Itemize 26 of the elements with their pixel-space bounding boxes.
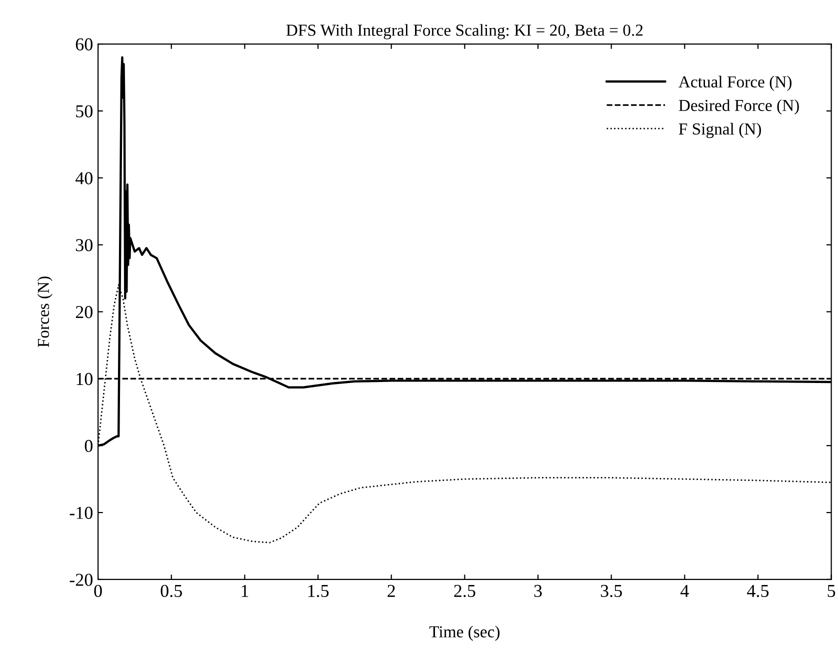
chart-title: DFS With Integral Force Scaling: KI = 20, Beta = 0.2 [286, 24, 643, 40]
y-tick-label: 20 [76, 306, 92, 318]
y-tick-label: 40 [75, 172, 92, 184]
x-tick-label: 0.5 [160, 584, 182, 598]
legend-label: F Signal (N) [678, 122, 761, 138]
legend-label: Desired Force (N) [678, 99, 799, 114]
y-tick-label: 30 [76, 239, 92, 252]
y-tick-label: -10 [70, 506, 92, 519]
y-tick-label: -20 [70, 574, 92, 586]
legend-label: Actual Force (N) [678, 76, 792, 91]
x-axis-title: Time (sec) [429, 626, 500, 641]
x-tick-label: 2 [388, 584, 395, 597]
y-axis-title: Forces (N) [37, 276, 52, 348]
y-tick-label: 0 [84, 440, 92, 452]
x-tick-label: 2.5 [454, 584, 476, 598]
x-tick-label: 5 [828, 585, 836, 598]
x-tick-label: 0 [94, 584, 102, 598]
y-tick-label: 10 [76, 372, 92, 386]
x-tick-label: 1 [242, 584, 248, 597]
x-tick-label: 3.5 [600, 584, 622, 598]
y-tick-label: 50 [76, 105, 92, 118]
x-tick-label: 3 [534, 584, 542, 598]
x-tick-label: 4.5 [747, 584, 769, 598]
x-tick-label: 4 [680, 584, 689, 597]
y-tick-label: 60 [76, 38, 92, 50]
x-tick-label: 1.5 [308, 584, 329, 598]
